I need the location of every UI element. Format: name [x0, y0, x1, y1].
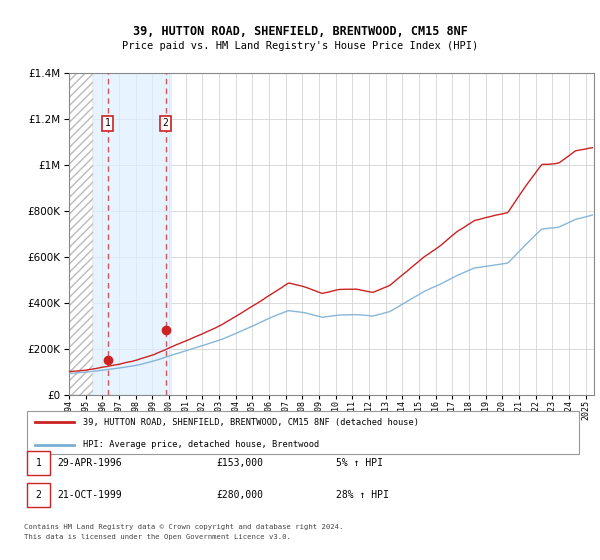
Bar	[92, 73, 170, 395]
Text: HPI: Average price, detached house, Brentwood: HPI: Average price, detached house, Bren…	[83, 440, 319, 449]
Text: 21-OCT-1999: 21-OCT-1999	[57, 490, 122, 500]
Text: Price paid vs. HM Land Registry's House Price Index (HPI): Price paid vs. HM Land Registry's House …	[122, 41, 478, 51]
Text: 5% ↑ HPI: 5% ↑ HPI	[336, 458, 383, 468]
Text: 2: 2	[35, 490, 41, 500]
Text: This data is licensed under the Open Government Licence v3.0.: This data is licensed under the Open Gov…	[24, 534, 291, 540]
Text: £153,000: £153,000	[216, 458, 263, 468]
Text: 1: 1	[35, 458, 41, 468]
Text: Contains HM Land Registry data © Crown copyright and database right 2024.: Contains HM Land Registry data © Crown c…	[24, 524, 343, 530]
Text: 39, HUTTON ROAD, SHENFIELD, BRENTWOOD, CM15 8NF: 39, HUTTON ROAD, SHENFIELD, BRENTWOOD, C…	[133, 25, 467, 38]
FancyBboxPatch shape	[27, 411, 579, 454]
Text: 28% ↑ HPI: 28% ↑ HPI	[336, 490, 389, 500]
Text: £280,000: £280,000	[216, 490, 263, 500]
Text: 29-APR-1996: 29-APR-1996	[57, 458, 122, 468]
Text: 39, HUTTON ROAD, SHENFIELD, BRENTWOOD, CM15 8NF (detached house): 39, HUTTON ROAD, SHENFIELD, BRENTWOOD, C…	[83, 418, 419, 427]
Text: 2: 2	[163, 118, 169, 128]
Text: 1: 1	[105, 118, 110, 128]
